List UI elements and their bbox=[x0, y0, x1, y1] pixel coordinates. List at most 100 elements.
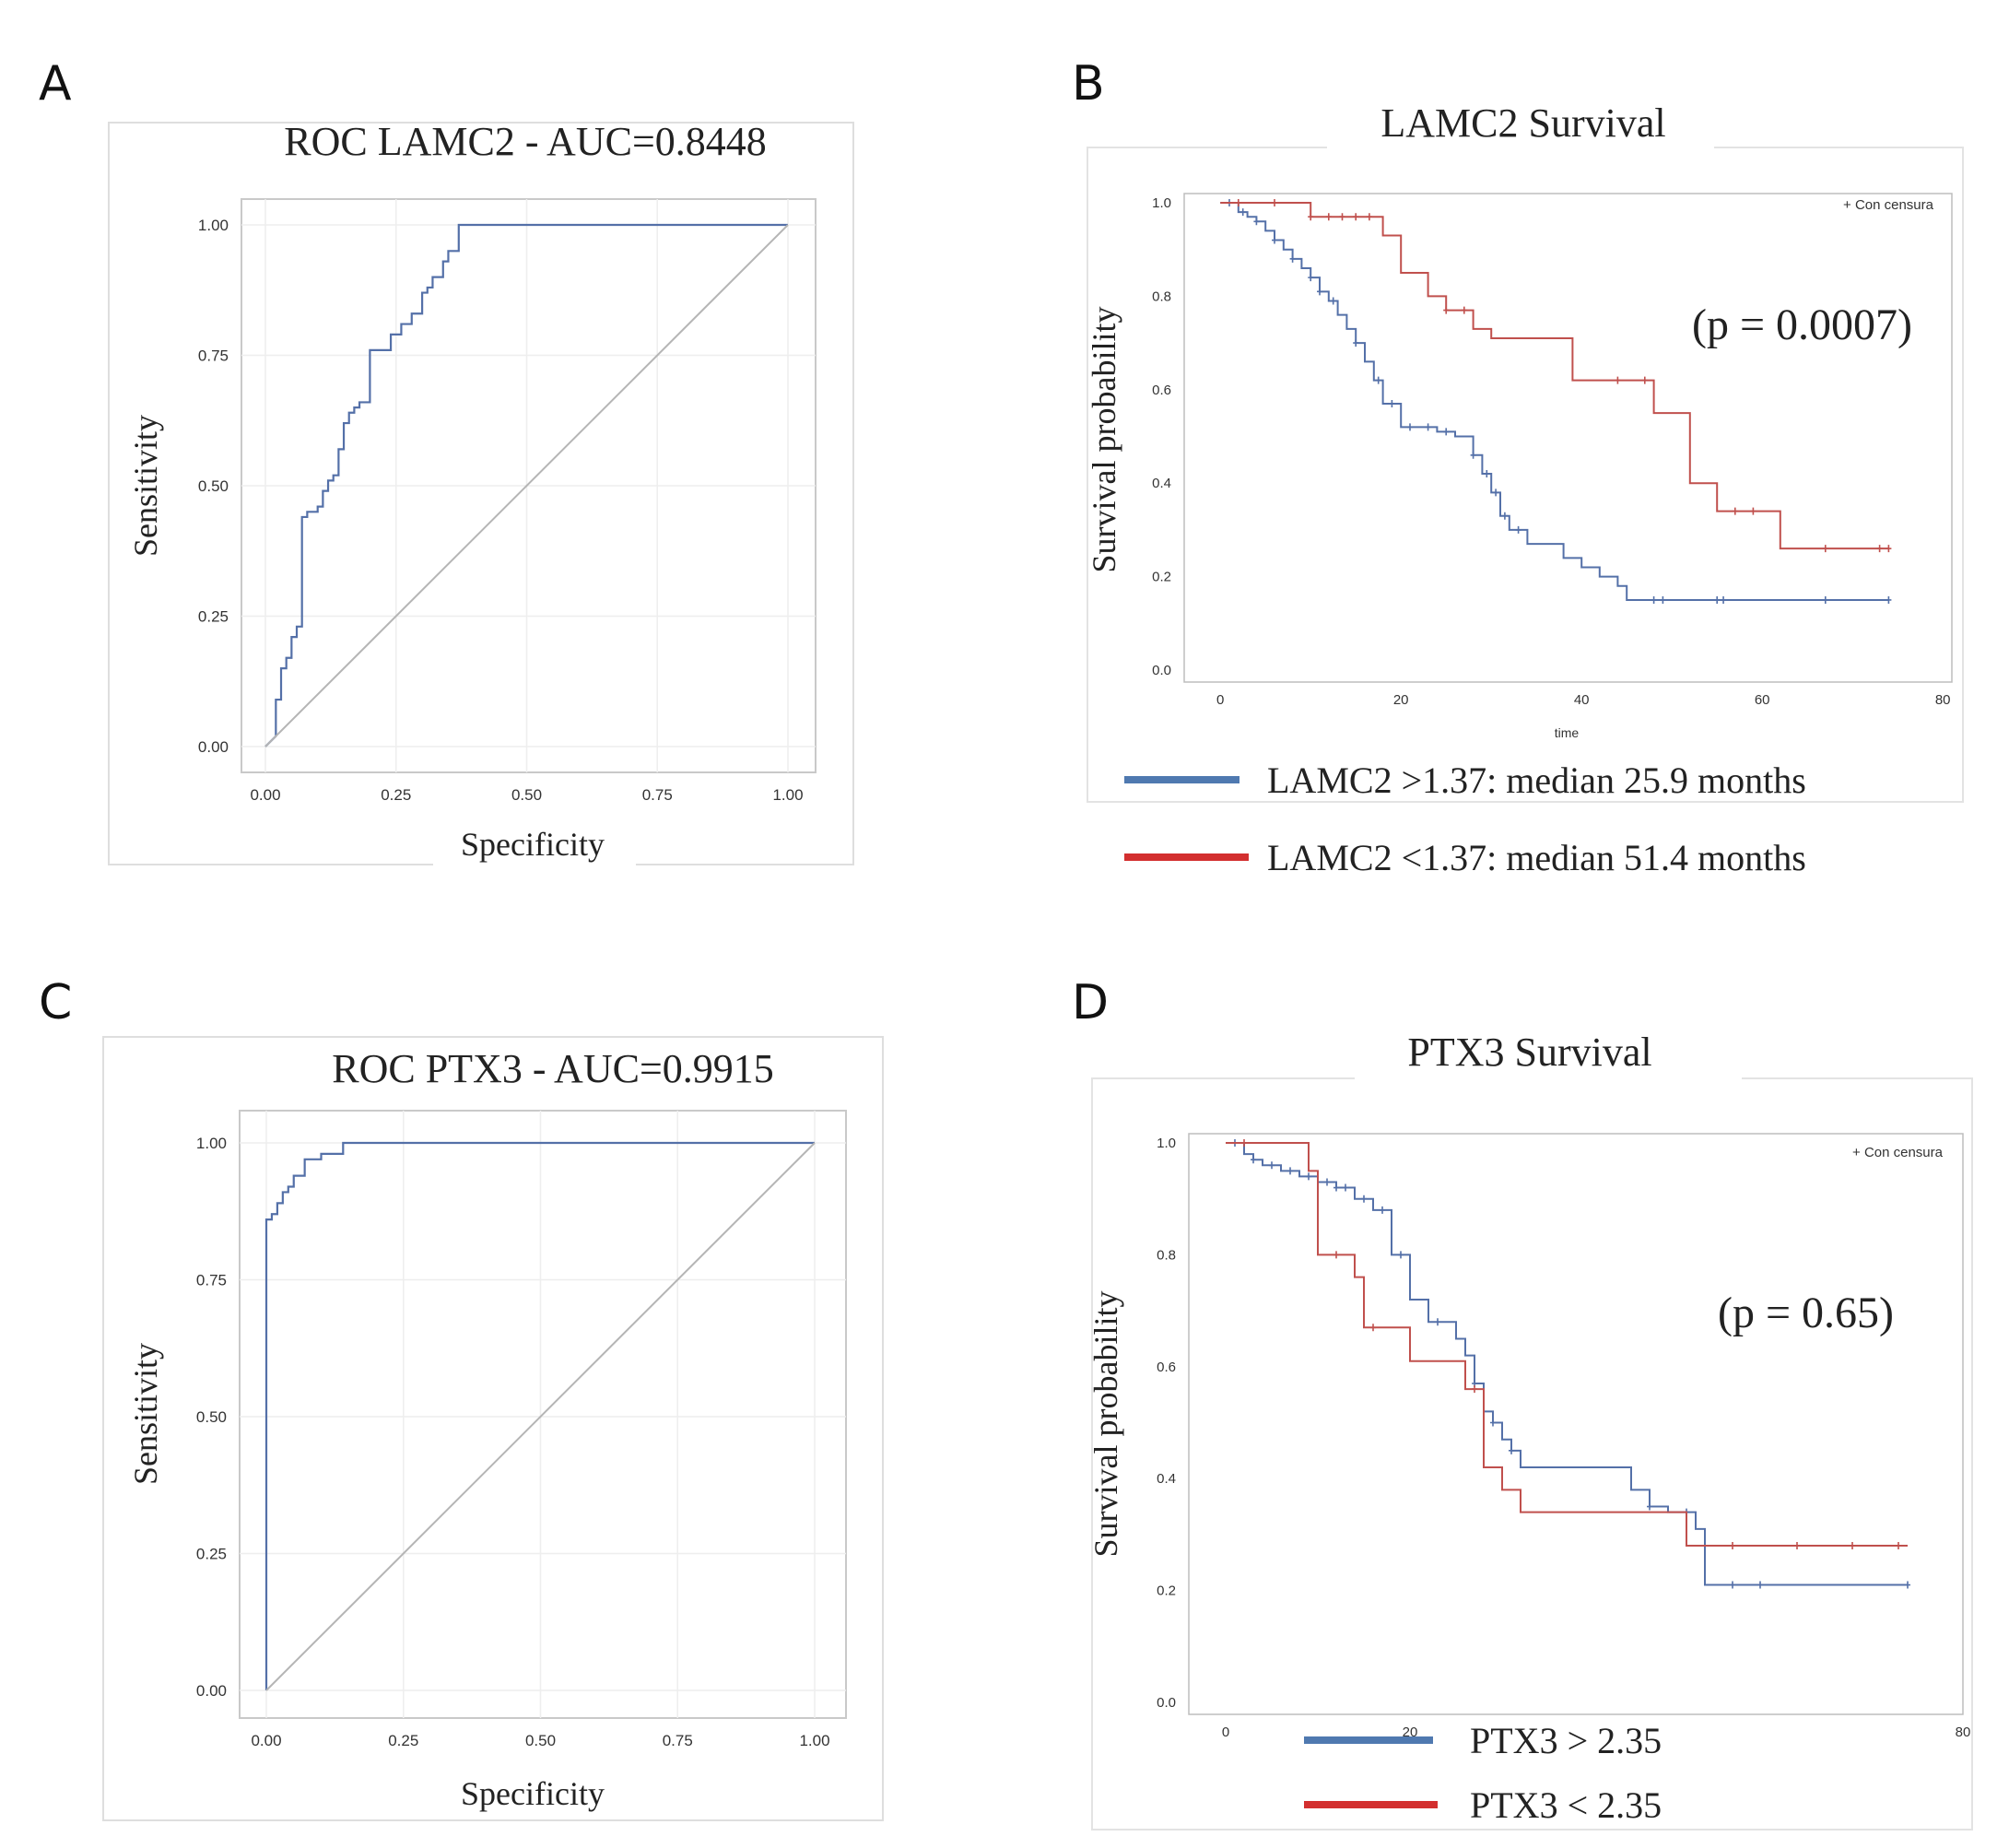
censor-mark-b bbox=[1289, 254, 1296, 263]
title-backdrop-a bbox=[465, 147, 594, 181]
y-axis-title-d: Survival probability bbox=[1087, 1291, 1124, 1558]
panel-letter-a: A bbox=[39, 56, 72, 112]
censor-mark-b bbox=[1443, 306, 1450, 314]
survival-curve-d bbox=[1226, 1142, 1908, 1548]
x-tick-label-a: 0.50 bbox=[511, 786, 542, 804]
legend-label-b: LAMC2 >1.37: median 25.9 months bbox=[1267, 759, 1806, 801]
y-axis-title-a: Sensitivity bbox=[127, 415, 164, 557]
x-tick-label-c: 1.00 bbox=[799, 1732, 829, 1749]
censor-mark-b bbox=[1714, 595, 1721, 604]
censor-mark-b bbox=[1501, 512, 1508, 520]
y-tick-label-c: 0.25 bbox=[196, 1546, 227, 1563]
x-axis-title-b: time bbox=[1555, 725, 1580, 740]
censor-mark-b bbox=[1272, 199, 1277, 206]
x-tick-label-a: 0.00 bbox=[250, 786, 280, 804]
censor-mark-d bbox=[1241, 1139, 1247, 1147]
censor-mark-d bbox=[1251, 1156, 1256, 1164]
reference-line-c bbox=[265, 1142, 816, 1691]
censor-mark-d bbox=[1435, 1318, 1440, 1326]
y-tick-label-a: 0.75 bbox=[198, 347, 229, 365]
censor-mark-d bbox=[1794, 1542, 1800, 1550]
censor-mark-b bbox=[1822, 595, 1828, 604]
y-tick-label-c: 0.50 bbox=[196, 1408, 227, 1426]
y-tick-label-a: 0.25 bbox=[198, 608, 229, 626]
censor-mark-b bbox=[1493, 488, 1499, 497]
x-tick-label-d: 20 bbox=[1403, 1724, 1418, 1740]
censor-mark-d bbox=[1905, 1581, 1910, 1589]
x-axis-title-c: Specificity bbox=[461, 1775, 605, 1812]
censor-mark-b bbox=[1308, 213, 1314, 221]
censor-mark-d bbox=[1647, 1502, 1652, 1511]
y-axis-title-c: Sensitivity bbox=[127, 1343, 164, 1485]
chart-d: 0.0 0.2 0.4 0.6 0.8 1.0 0 20 80 + Con censura (p =… bbox=[1087, 1030, 1970, 1826]
censor-mark-b bbox=[1353, 213, 1359, 221]
censor-mark-b bbox=[1750, 507, 1756, 515]
censor-mark-d bbox=[1490, 1418, 1496, 1427]
censor-mark-d bbox=[1287, 1167, 1293, 1175]
survival-curve-b bbox=[1220, 202, 1889, 601]
y-tick-label-c: 0.75 bbox=[196, 1272, 227, 1289]
title-backdrop-b bbox=[1327, 131, 1714, 164]
censor-mark-d bbox=[1333, 1183, 1339, 1192]
chart-b: 0.0 0.2 0.4 0.6 0.8 1.0 0 20 40 60 80 + Con censura… bbox=[1086, 100, 1953, 878]
censor-mark-b bbox=[1339, 213, 1345, 221]
y-tick-label-d: 1.0 bbox=[1157, 1136, 1176, 1151]
censor-mark-d bbox=[1269, 1161, 1275, 1170]
legend-label-d: PTX3 < 2.35 bbox=[1470, 1784, 1662, 1826]
y-tick-label-b: 0.2 bbox=[1152, 570, 1171, 585]
censor-mark-d bbox=[1361, 1195, 1367, 1203]
y-tick-label-d: 0.0 bbox=[1157, 1695, 1176, 1711]
y-tick-label-b: 0.6 bbox=[1152, 383, 1171, 398]
censor-mark-b bbox=[1721, 595, 1727, 604]
legend-label-d: PTX3 > 2.35 bbox=[1470, 1720, 1662, 1761]
censor-mark-d bbox=[1343, 1183, 1348, 1192]
y-tick-label-b: 1.0 bbox=[1152, 195, 1171, 211]
y-tick-label-b: 0.0 bbox=[1152, 663, 1171, 678]
censor-mark-b bbox=[1308, 274, 1314, 282]
survival-curve-d bbox=[1226, 1142, 1908, 1586]
censor-mark-b bbox=[1407, 423, 1413, 431]
x-axis-title-a: Specificity bbox=[461, 826, 605, 863]
censor-mark-b bbox=[1330, 297, 1336, 305]
y-tick-label-b: 0.4 bbox=[1152, 476, 1171, 491]
x-tick-label-a: 0.75 bbox=[642, 786, 673, 804]
censor-mark-b bbox=[1253, 218, 1260, 226]
x-tick-label-c: 0.25 bbox=[388, 1732, 418, 1749]
y-tick-label-d: 0.8 bbox=[1157, 1247, 1176, 1263]
censor-mark-b bbox=[1651, 595, 1657, 604]
x-tick-label-a: 0.25 bbox=[381, 786, 411, 804]
x-tick-label-d: 0 bbox=[1222, 1724, 1229, 1740]
panel-letter-b: B bbox=[1072, 56, 1105, 112]
censor-mark-b bbox=[1886, 545, 1892, 553]
chart-title-d: PTX3 Survival bbox=[1407, 1030, 1651, 1075]
chart-title-a: ROC LAMC2 - AUC=0.8448 bbox=[284, 119, 767, 164]
censor-mark-d bbox=[1509, 1446, 1514, 1454]
censor-mark-b bbox=[1239, 208, 1246, 217]
censor-mark-b bbox=[1484, 470, 1490, 478]
chart-title-b: LAMC2 Survival bbox=[1380, 100, 1665, 146]
censor-mark-b bbox=[1375, 376, 1381, 384]
y-tick-label-d: 0.4 bbox=[1157, 1471, 1176, 1487]
plot-area-d bbox=[1188, 1133, 1964, 1715]
censor-mark-d bbox=[1730, 1581, 1735, 1589]
censor-mark-d bbox=[1850, 1542, 1855, 1550]
censor-mark-d bbox=[1757, 1581, 1763, 1589]
p-value-b: (p = 0.0007) bbox=[1692, 300, 1912, 349]
x-tick-label-c: 0.75 bbox=[663, 1732, 693, 1749]
censor-mark-b bbox=[1461, 306, 1467, 314]
censor-mark-b bbox=[1641, 376, 1648, 384]
censor-mark-b bbox=[1470, 451, 1476, 459]
legend-label-b: LAMC2 <1.37: median 51.4 months bbox=[1267, 837, 1806, 878]
censor-mark-b bbox=[1272, 236, 1277, 244]
censor-mark-b bbox=[1317, 288, 1322, 296]
y-axis-title-b: Survival probability bbox=[1086, 307, 1122, 573]
chart-title-c: ROC PTX3 - AUC=0.9915 bbox=[332, 1046, 774, 1091]
y-tick-label-d: 0.6 bbox=[1157, 1360, 1176, 1375]
x-tick-label-c: 0.00 bbox=[251, 1732, 281, 1749]
censor-mark-b bbox=[1443, 428, 1450, 436]
censor-mark-d bbox=[1896, 1542, 1901, 1550]
x-tick-label-b: 0 bbox=[1216, 692, 1224, 708]
xlabel-backdrop-c bbox=[424, 1779, 645, 1816]
chart-a: 0.00 0.25 0.50 0.75 1.00 0.00 0.25 0.50 0.75 1.00… bbox=[127, 119, 817, 866]
